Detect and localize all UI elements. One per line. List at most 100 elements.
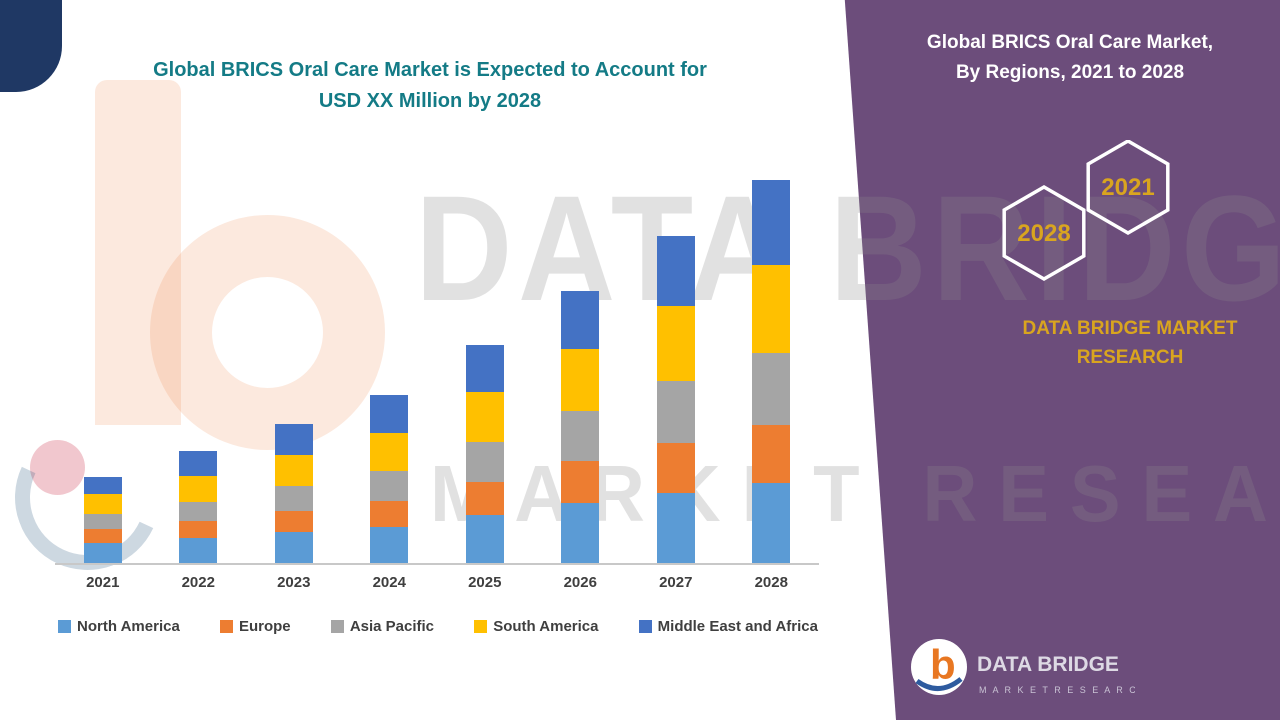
legend-swatch-icon (638, 620, 652, 633)
bar-segment-asia-pacific (274, 486, 313, 511)
bar-segment-middle-east-and-africa (656, 236, 695, 306)
bar-group-2027 (628, 236, 724, 563)
bar-segment-south-america (656, 306, 695, 381)
legend-swatch-icon (219, 620, 233, 633)
legend-item-asia-pacific: Asia Pacific (330, 618, 435, 635)
panel-title: Global BRICS Oral Care Market, By Region… (890, 28, 1250, 89)
logo-b-monogram-icon: b (930, 641, 956, 688)
legend-item-south-america: South America (474, 618, 599, 635)
bar-segment-asia-pacific (370, 471, 409, 501)
bar-segment-europe (752, 425, 791, 483)
year-hexagons: 2028 2021 (1002, 140, 1170, 282)
legend-label: Middle East and Africa (657, 618, 818, 635)
chart-title-line1: Global BRICS Oral Care Market is Expecte… (153, 59, 707, 81)
bar-group-2026 (533, 291, 629, 563)
brand-name-text: DATA BRIDGE MARKET RESEARCH (990, 314, 1270, 373)
stacked-bar-2025 (465, 345, 504, 563)
legend-item-middle-east-and-africa: Middle East and Africa (638, 618, 818, 635)
stacked-bar-2027 (656, 236, 695, 563)
x-axis-label-2028: 2028 (754, 574, 788, 591)
bar-segment-south-america (465, 392, 504, 442)
bar-group-2021 (55, 477, 151, 563)
legend-label: Europe (238, 618, 291, 635)
bar-segment-europe (83, 529, 122, 543)
bar-segment-asia-pacific (83, 514, 122, 529)
bar-segment-europe (465, 482, 504, 515)
stacked-bar-2028 (752, 180, 791, 563)
bar-group-2025 (437, 345, 533, 563)
bar-segment-middle-east-and-africa (370, 395, 409, 433)
bar-segment-north-america (370, 527, 409, 563)
x-axis-label-2023: 2023 (277, 574, 311, 591)
bar-group-2023 (246, 424, 342, 563)
bar-segment-north-america (752, 483, 791, 563)
x-axis-label-2024: 2024 (372, 574, 406, 591)
legend-item-europe: Europe (219, 618, 291, 635)
bar-segment-south-america (179, 476, 218, 502)
panel-title-line2: By Regions, 2021 to 2028 (955, 62, 1185, 84)
bar-plot (55, 180, 819, 565)
legend-label: South America (493, 618, 599, 635)
legend-label: North America (77, 618, 180, 635)
chart-title-line2: USD XX Million by 2028 (318, 90, 542, 112)
bar-segment-south-america (561, 349, 600, 411)
logo-blue-swoosh-icon (915, 677, 963, 691)
stacked-bar-2023 (274, 424, 313, 563)
footer-brand-logo: b DATA BRIDGE M A R K E T R E S E A R C … (911, 639, 1135, 695)
bar-segment-europe (656, 443, 695, 493)
bar-segment-north-america (274, 532, 313, 563)
bar-segment-middle-east-and-africa (83, 477, 122, 494)
stacked-bar-2022 (179, 451, 218, 563)
bar-segment-middle-east-and-africa (465, 345, 504, 392)
bar-segment-north-america (83, 543, 122, 563)
legend-label: Asia Pacific (349, 618, 435, 635)
bar-segment-middle-east-and-africa (179, 451, 218, 476)
bar-segment-europe (561, 461, 600, 503)
bar-segment-asia-pacific (656, 381, 695, 443)
x-axis-labels: 2021 2022 2023 2024 2025 2026 2027 2028 (55, 574, 819, 591)
bar-segment-north-america (561, 503, 600, 563)
x-axis-label-2025: 2025 (468, 574, 502, 591)
logo-red-dot-watermark-icon (30, 440, 85, 495)
bar-segment-south-america (274, 455, 313, 486)
stacked-bar-2021 (83, 477, 122, 563)
logo-circle-icon (911, 639, 967, 695)
bar-segment-asia-pacific (179, 502, 218, 521)
bar-segment-north-america (656, 493, 695, 563)
bar-segment-north-america (179, 538, 218, 563)
bar-segment-europe (274, 511, 313, 532)
chart-title: Global BRICS Oral Care Market is Expecte… (90, 55, 770, 117)
watermark-text-line1: DATA BRIDGE (415, 164, 1280, 332)
bar-segment-europe (179, 521, 218, 538)
bar-segment-asia-pacific (465, 442, 504, 482)
x-axis-label-2021: 2021 (86, 574, 120, 591)
hexagon-2021-label: 2021 (1101, 174, 1154, 201)
chart-legend: North America Europe Asia Pacific South Ame… (58, 618, 818, 635)
x-axis-label-2026: 2026 (563, 574, 597, 591)
bar-segment-middle-east-and-africa (561, 291, 600, 349)
bar-segment-south-america (370, 433, 409, 471)
brand-name-line2: RESEARCH (1076, 347, 1184, 369)
legend-swatch-icon (58, 620, 71, 633)
legend-item-north-america: North America (58, 618, 180, 635)
footer-brand-tagline: M A R K E T R E S E A R C H (979, 685, 1135, 695)
bar-segment-asia-pacific (752, 353, 791, 425)
hexagon-2021-icon (1086, 140, 1170, 236)
bar-segment-south-america (752, 265, 791, 353)
x-axis-label-2022: 2022 (181, 574, 215, 591)
bar-segment-middle-east-and-africa (752, 180, 791, 265)
bar-segment-asia-pacific (561, 411, 600, 461)
bar-segment-europe (370, 501, 409, 527)
bar-group-2024 (342, 395, 438, 563)
bar-segment-south-america (83, 494, 122, 514)
panel-title-line1: Global BRICS Oral Care Market, (926, 32, 1214, 53)
bar-segment-middle-east-and-africa (274, 424, 313, 455)
hexagon-2028-label: 2028 (1017, 220, 1070, 247)
bar-group-2028 (724, 180, 820, 563)
legend-swatch-icon (474, 620, 488, 633)
